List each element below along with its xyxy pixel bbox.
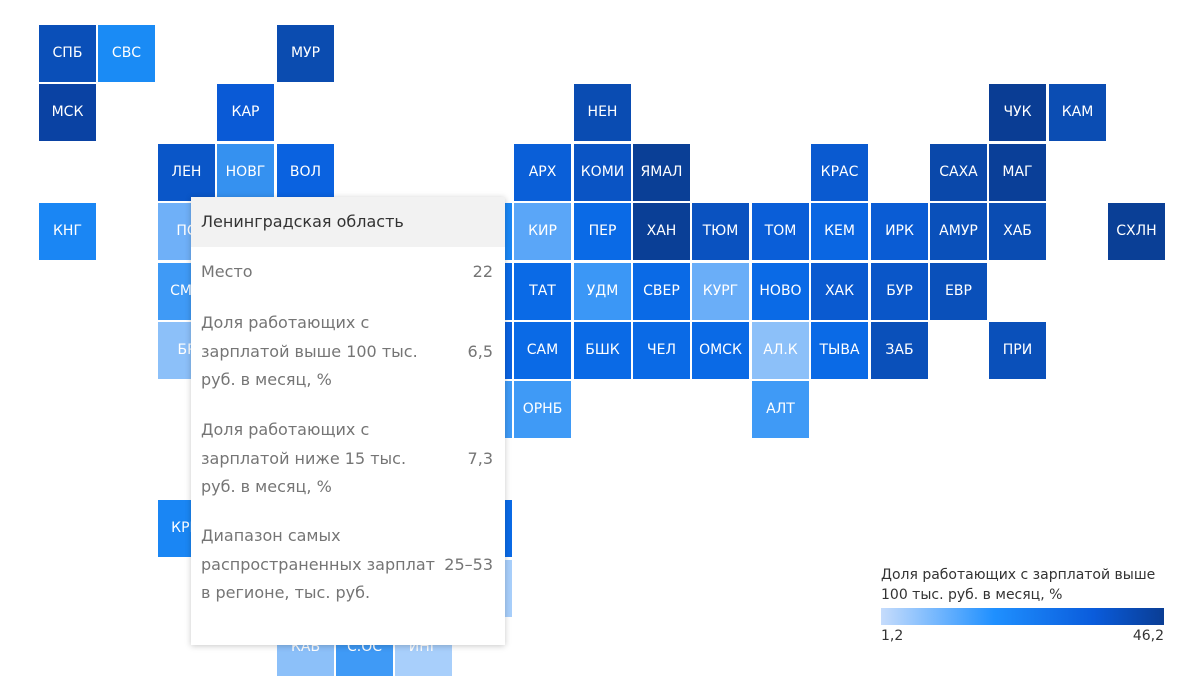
region-tile[interactable]: ЯМАЛ: [633, 144, 690, 201]
region-tile[interactable]: СПБ: [39, 25, 96, 82]
tooltip-title: Ленинградская область: [191, 197, 505, 247]
tooltip-label: Доля работающих с зарплатой выше 100 тыс…: [201, 313, 418, 389]
tooltip-label: Место: [201, 262, 253, 281]
tooltip-label: Диапазон самых распространенных зарплат …: [201, 526, 435, 602]
region-tile[interactable]: ЗАБ: [871, 322, 928, 379]
region-tile[interactable]: ПЕР: [574, 203, 631, 260]
region-tile[interactable]: ОРНБ: [514, 381, 571, 438]
region-tile[interactable]: ХАК: [811, 263, 868, 320]
region-tile[interactable]: НОВГ: [217, 144, 274, 201]
region-tooltip: Ленинградская область Место 22 Доля рабо…: [191, 197, 505, 645]
region-tile[interactable]: ЧЕЛ: [633, 322, 690, 379]
region-tile[interactable]: НОВО: [752, 263, 809, 320]
region-tile[interactable]: АМУР: [930, 203, 987, 260]
region-tile[interactable]: БШК: [574, 322, 631, 379]
tooltip-label: Доля работающих с зарплатой ниже 15 тыс.…: [201, 420, 407, 496]
region-tile[interactable]: ИРК: [871, 203, 928, 260]
region-tile[interactable]: МСК: [39, 84, 96, 141]
legend-min: 1,2: [881, 628, 904, 644]
region-tile[interactable]: НЕН: [574, 84, 631, 141]
region-tile[interactable]: ВОЛ: [277, 144, 334, 201]
region-tile[interactable]: АЛТ: [752, 381, 809, 438]
region-tile[interactable]: САХА: [930, 144, 987, 201]
region-tile[interactable]: БУР: [871, 263, 928, 320]
region-tile[interactable]: МУР: [277, 25, 334, 82]
tooltip-row-low-salary: Доля работающих с зарплатой ниже 15 тыс.…: [201, 416, 493, 502]
region-tile[interactable]: ТОМ: [752, 203, 809, 260]
region-tile[interactable]: КОМИ: [574, 144, 631, 201]
region-tile[interactable]: КУРГ: [692, 263, 749, 320]
region-tile[interactable]: СВЕР: [633, 263, 690, 320]
region-tile[interactable]: ТЫВА: [811, 322, 868, 379]
region-tile[interactable]: МАГ: [989, 144, 1046, 201]
region-tile[interactable]: СВС: [98, 25, 155, 82]
tooltip-value: 25–53: [444, 554, 493, 574]
region-tile[interactable]: КРАС: [811, 144, 868, 201]
region-tile[interactable]: СХЛН: [1108, 203, 1165, 260]
legend-max: 46,2: [1132, 628, 1164, 644]
region-tile[interactable]: ТЮМ: [692, 203, 749, 260]
tooltip-value: 6,5: [467, 341, 493, 361]
region-tile[interactable]: АРХ: [514, 144, 571, 201]
color-legend: Доля работающих с зарплатой выше 100 тыс…: [881, 565, 1164, 644]
tooltip-row-rank: Место 22: [201, 258, 493, 287]
region-tile[interactable]: ЛЕН: [158, 144, 215, 201]
region-tile[interactable]: УДМ: [574, 263, 631, 320]
tooltip-row-salary-range: Диапазон самых распространенных зарплат …: [201, 522, 493, 608]
region-tile[interactable]: ЧУК: [989, 84, 1046, 141]
tooltip-row-high-salary: Доля работающих с зарплатой выше 100 тыс…: [201, 309, 493, 395]
region-tile[interactable]: ТАТ: [514, 263, 571, 320]
region-tile[interactable]: ХАБ: [989, 203, 1046, 260]
tooltip-value: 22: [472, 262, 493, 281]
region-tile[interactable]: САМ: [514, 322, 571, 379]
region-tile[interactable]: ЕВР: [930, 263, 987, 320]
tooltip-value: 7,3: [467, 448, 493, 468]
region-tile[interactable]: КАР: [217, 84, 274, 141]
region-tile[interactable]: КНГ: [39, 203, 96, 260]
region-tile[interactable]: ПРИ: [989, 322, 1046, 379]
legend-gradient-bar: [881, 608, 1164, 625]
legend-title: Доля работающих с зарплатой выше 100 тыс…: [881, 567, 1156, 603]
region-tile[interactable]: КЕМ: [811, 203, 868, 260]
region-tile[interactable]: КИР: [514, 203, 571, 260]
region-tile[interactable]: ХАН: [633, 203, 690, 260]
region-tile[interactable]: ОМСК: [692, 322, 749, 379]
legend-ticks: 1,2 46,2: [881, 628, 1164, 644]
region-tile[interactable]: КАМ: [1049, 84, 1106, 141]
region-tile[interactable]: АЛ.К: [752, 322, 809, 379]
